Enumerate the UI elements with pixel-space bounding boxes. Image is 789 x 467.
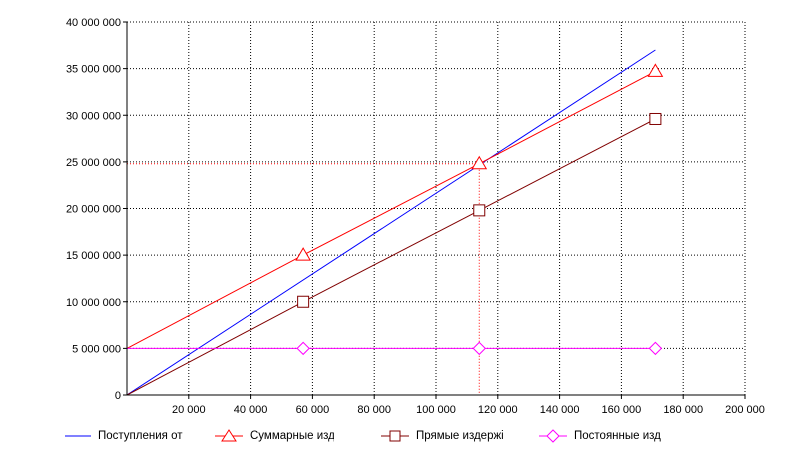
x-tick-label: 200 000 xyxy=(725,404,765,416)
x-tick-label: 160 000 xyxy=(602,404,642,416)
y-axis-tick-labels: 0 5 000 000 10 000 000 15 000 000 20 000 000… xyxy=(66,17,121,402)
legend-item-fixed-costs: Постоянные изд xyxy=(538,426,668,446)
triangle-marker xyxy=(295,247,312,261)
legend-diamond-swatch-icon xyxy=(539,429,567,443)
x-axis-tick-labels: 20 000 40 000 60 000 80 000 100 000 120 000 14… xyxy=(172,404,765,416)
x-tick-label: 180 000 xyxy=(663,404,703,416)
square-marker xyxy=(297,295,310,308)
legend-line-swatch-icon xyxy=(65,435,91,437)
axes xyxy=(123,21,746,399)
series-markers xyxy=(295,63,664,356)
series-lines xyxy=(126,49,656,396)
legend-triangle-swatch-icon xyxy=(215,429,243,442)
diamond-marker xyxy=(648,341,663,356)
series-line-2 xyxy=(126,70,656,349)
y-tick-label: 40 000 000 xyxy=(66,17,121,29)
square-marker xyxy=(473,204,486,217)
y-tick-label: 35 000 000 xyxy=(66,64,121,76)
diamond-marker xyxy=(472,341,486,356)
x-tick-label: 60 000 xyxy=(296,404,330,416)
legend-label: Суммарные изд xyxy=(250,430,334,442)
diamond-marker xyxy=(296,341,310,356)
x-tick-label: 140 000 xyxy=(540,404,580,416)
chart-legend: Поступления от Суммарные изд Прямые изде… xyxy=(0,426,789,450)
legend-item-revenue: Поступления от xyxy=(64,426,188,446)
x-tick-label: 40 000 xyxy=(234,404,268,416)
y-tick-label: 30 000 000 xyxy=(66,110,121,122)
legend-item-total-costs: Суммарные изд xyxy=(214,426,334,446)
y-tick-label: 15 000 000 xyxy=(66,250,121,262)
legend-item-direct-costs: Прямые издержi xyxy=(380,426,504,446)
series-line-1 xyxy=(126,49,656,396)
y-tick-label: 20 000 000 xyxy=(66,204,121,216)
legend-label: Постоянные изд xyxy=(574,430,661,442)
grid xyxy=(127,21,746,395)
x-tick-label: 120 000 xyxy=(478,404,518,416)
legend-label: Поступления от xyxy=(98,430,183,442)
square-marker xyxy=(649,112,662,125)
triangle-marker xyxy=(471,155,488,170)
x-tick-label: 80 000 xyxy=(357,404,391,416)
y-tick-label: 25 000 000 xyxy=(66,157,121,169)
x-tick-label: 20 000 xyxy=(172,404,206,416)
break-even-reference-lines xyxy=(127,163,480,395)
y-tick-label: 0 xyxy=(115,390,121,402)
legend-label: Прямые издержi xyxy=(416,430,504,442)
triangle-marker xyxy=(647,63,664,77)
x-tick-label: 100 000 xyxy=(416,404,456,416)
y-tick-label: 5 000 000 xyxy=(72,343,121,355)
series-line-3 xyxy=(126,118,656,396)
y-tick-label: 10 000 000 xyxy=(66,297,121,309)
legend-square-swatch-icon xyxy=(381,430,409,442)
break-even-chart: 0 5 000 000 10 000 000 15 000 000 20 000 000… xyxy=(66,17,765,416)
